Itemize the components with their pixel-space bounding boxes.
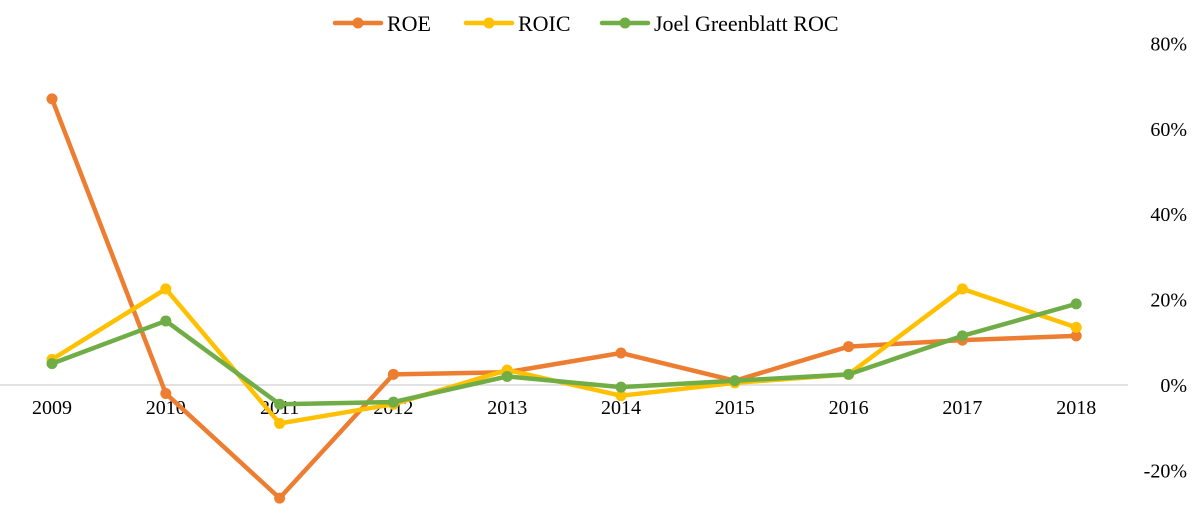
- legend-swatch-marker: [483, 17, 495, 29]
- legend-label: ROE: [387, 11, 431, 36]
- data-point-joel-greenblatt-roc: [843, 368, 855, 380]
- data-point-joel-greenblatt-roc: [615, 381, 627, 393]
- data-point-roic: [956, 283, 968, 295]
- data-point-roe: [46, 93, 58, 105]
- y-tick-label: 0%: [1160, 375, 1187, 397]
- data-point-joel-greenblatt-roc: [160, 315, 172, 327]
- x-tick-label: 2013: [487, 397, 527, 419]
- data-point-roic: [160, 283, 172, 295]
- data-point-joel-greenblatt-roc: [956, 330, 968, 342]
- legend-item-roic: ROIC: [463, 11, 571, 36]
- data-point-roe: [274, 492, 286, 504]
- series-roe: [46, 93, 1082, 504]
- data-point-roic: [615, 390, 627, 402]
- x-tick-label: 2014: [601, 397, 641, 419]
- legend-label: ROIC: [518, 11, 571, 36]
- y-tick-label: 40%: [1150, 204, 1187, 226]
- data-point-roic: [1070, 321, 1082, 333]
- data-point-roe: [387, 368, 399, 380]
- legend-swatch-marker: [619, 17, 631, 29]
- y-axis-tick-labels: -20% 0% 20% 40% 60% 80%: [1144, 33, 1187, 482]
- legend: ROE ROIC Joel Greenblatt ROC: [332, 11, 839, 36]
- data-point-roic: [274, 417, 286, 429]
- series-line-joel-greenblatt-roc: [49, 301, 1079, 407]
- x-tick-label: 2016: [829, 397, 869, 419]
- legend-swatch-marker: [352, 17, 364, 29]
- x-tick-label: 2018: [1056, 397, 1096, 419]
- series-layer: [46, 93, 1082, 504]
- x-tick-label: 2015: [715, 397, 755, 419]
- data-point-joel-greenblatt-roc: [1070, 298, 1082, 310]
- legend-item-joel-greenblatt-roc: Joel Greenblatt ROC: [599, 11, 839, 36]
- series-line-roic: [49, 286, 1079, 426]
- series-joel-greenblatt-roc: [46, 298, 1082, 410]
- data-point-roe: [160, 388, 172, 400]
- data-point-joel-greenblatt-roc: [274, 398, 286, 410]
- y-tick-label: 80%: [1150, 33, 1187, 55]
- y-tick-label: -20%: [1144, 460, 1187, 482]
- data-point-joel-greenblatt-roc: [387, 396, 399, 408]
- data-point-roe: [1070, 330, 1082, 342]
- series-roic: [46, 283, 1082, 429]
- series-line-roe: [49, 96, 1079, 501]
- data-point-joel-greenblatt-roc: [46, 358, 58, 370]
- legend-item-roe: ROE: [332, 11, 431, 36]
- data-point-joel-greenblatt-roc: [501, 370, 513, 382]
- data-point-joel-greenblatt-roc: [729, 375, 741, 387]
- legend-label: Joel Greenblatt ROC: [654, 11, 839, 36]
- x-tick-label: 2009: [32, 397, 72, 419]
- data-point-roe: [615, 347, 627, 359]
- x-axis-tick-labels: 2009201020112012201320142015201620172018: [32, 397, 1096, 419]
- y-tick-label: 60%: [1150, 119, 1187, 141]
- data-point-roe: [843, 341, 855, 353]
- y-tick-label: 20%: [1150, 290, 1187, 312]
- x-tick-label: 2017: [942, 397, 982, 419]
